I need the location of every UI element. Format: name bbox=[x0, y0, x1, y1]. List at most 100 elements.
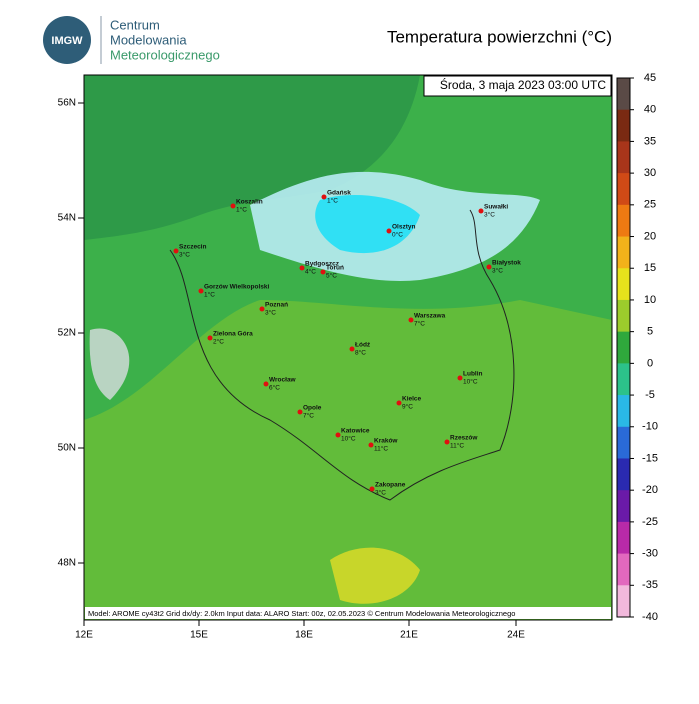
city-name: Olsztyn bbox=[392, 224, 416, 231]
city-dot bbox=[408, 317, 414, 323]
city-dot bbox=[320, 269, 326, 275]
colorbar-segment bbox=[617, 236, 630, 269]
city-name: Rzeszów bbox=[450, 435, 478, 442]
city-dot bbox=[259, 306, 265, 312]
colorbar-segment bbox=[617, 299, 630, 333]
timestamp: Środa, 3 maja 2023 03:00 UTC bbox=[440, 77, 606, 92]
colorbar-segment bbox=[617, 141, 630, 174]
lat-label: 48N bbox=[58, 558, 76, 569]
lon-label: 21E bbox=[400, 630, 418, 641]
lon-label: 18E bbox=[295, 630, 313, 641]
city-temp: 0°C bbox=[392, 231, 403, 239]
city-temp: 3°C bbox=[492, 267, 503, 275]
city-name: Koszalin bbox=[236, 199, 263, 206]
city-temp: 3°C bbox=[484, 211, 495, 219]
city-dot bbox=[368, 442, 374, 448]
city-temp: 8°C bbox=[355, 349, 366, 357]
city-temp: 7°C bbox=[303, 412, 314, 420]
colorbar-label: -20 bbox=[642, 484, 658, 496]
border bbox=[169, 209, 515, 501]
map-frame bbox=[83, 74, 613, 621]
lat-label: 56N bbox=[58, 98, 76, 109]
title: Temperatura powierzchni (°C) bbox=[387, 27, 612, 46]
colorbar-label: -15 bbox=[642, 452, 658, 464]
city-name: Wrocław bbox=[269, 377, 297, 384]
city-name: Opole bbox=[303, 405, 322, 412]
colorbar-label: 15 bbox=[644, 262, 656, 274]
city-temp: 6°C bbox=[269, 384, 280, 392]
city-temp: 11°C bbox=[450, 442, 464, 450]
city-name: Gorzów Wielkopolski bbox=[204, 284, 270, 291]
colorbar-segment bbox=[617, 490, 630, 523]
city-dot bbox=[444, 439, 450, 445]
city-name: Zakopane bbox=[375, 482, 406, 489]
city-name: Zielona Góra bbox=[213, 331, 253, 338]
colorbar-label: -35 bbox=[642, 579, 658, 591]
lat-label: 50N bbox=[58, 443, 76, 454]
colorbar-label: -40 bbox=[642, 611, 658, 623]
city-dot bbox=[335, 432, 341, 438]
city-name: Suwałki bbox=[484, 204, 508, 211]
timestamp-box bbox=[423, 75, 612, 97]
city-dot bbox=[457, 375, 463, 381]
colorbar-segment bbox=[617, 553, 630, 586]
colorbar-label: 30 bbox=[644, 167, 656, 179]
city-dot bbox=[486, 264, 492, 270]
colorbar-segment bbox=[617, 585, 630, 618]
lat-label: 52N bbox=[58, 328, 76, 339]
colorbar-label: -5 bbox=[645, 389, 655, 401]
colorbar-label: 10 bbox=[644, 294, 656, 306]
city-temp: 3°C bbox=[375, 489, 386, 497]
city-name: Kielce bbox=[402, 396, 422, 403]
city-dot bbox=[230, 203, 236, 209]
city-temp: 2°C bbox=[213, 338, 224, 346]
colorbar-frame bbox=[616, 77, 631, 618]
city-name: Toruń bbox=[326, 265, 344, 272]
city-temp: 7°C bbox=[414, 320, 425, 328]
city-temp: 1°C bbox=[327, 197, 338, 205]
colorbar-label: 35 bbox=[644, 135, 656, 147]
city-temp: 4°C bbox=[305, 268, 316, 276]
footer: Model: AROME cy43t2 Grid dx/dy: 2.0km In… bbox=[88, 609, 515, 618]
warm-area bbox=[84, 300, 612, 620]
colorbar-segment bbox=[617, 521, 630, 555]
city-temp: 5°C bbox=[326, 272, 337, 280]
colorbar-segment bbox=[617, 173, 630, 206]
org-line: Meteorologicznego bbox=[110, 47, 220, 62]
city-temp: 1°C bbox=[204, 291, 215, 299]
city-dot bbox=[263, 381, 269, 387]
map: Środa, 3 maja 2023 03:00 UTC Model: AROM… bbox=[83, 74, 613, 621]
sea bbox=[84, 75, 420, 240]
colorbar-label: 5 bbox=[647, 326, 653, 338]
lon-label: 12E bbox=[75, 630, 93, 641]
colorbar-label: 40 bbox=[644, 104, 656, 116]
city-name: Katowice bbox=[341, 428, 370, 435]
city-dot bbox=[386, 228, 392, 234]
city-temp: 11°C bbox=[374, 445, 388, 453]
freezing-area bbox=[315, 195, 420, 254]
city-temp: 10°C bbox=[341, 435, 356, 443]
colorbar-label: -25 bbox=[642, 516, 658, 528]
city-name: Szczecin bbox=[179, 244, 206, 251]
city-name: Białystok bbox=[492, 260, 521, 267]
colorbar-segment bbox=[617, 458, 630, 491]
colorbar-segment bbox=[617, 395, 630, 428]
city-name: Kraków bbox=[374, 438, 398, 445]
colorbar-segment bbox=[617, 78, 630, 111]
colorbar-label: 0 bbox=[647, 357, 653, 369]
city-name: Lublin bbox=[463, 371, 483, 378]
city-name: Warszawa bbox=[414, 313, 446, 320]
city-dot bbox=[369, 486, 375, 492]
city-dot bbox=[173, 248, 179, 254]
colorbar-label: -30 bbox=[642, 547, 658, 559]
city-temp: 3°C bbox=[265, 309, 276, 317]
city-dot bbox=[321, 194, 327, 200]
city-temp: 3°C bbox=[179, 251, 190, 259]
city-dot bbox=[299, 265, 305, 271]
city-dot bbox=[207, 335, 213, 341]
warmest-area bbox=[330, 547, 420, 604]
colorbar-segment bbox=[617, 426, 630, 459]
colorbar-segment bbox=[617, 109, 630, 142]
city-dot bbox=[198, 288, 204, 294]
org-line: Centrum bbox=[110, 17, 160, 32]
